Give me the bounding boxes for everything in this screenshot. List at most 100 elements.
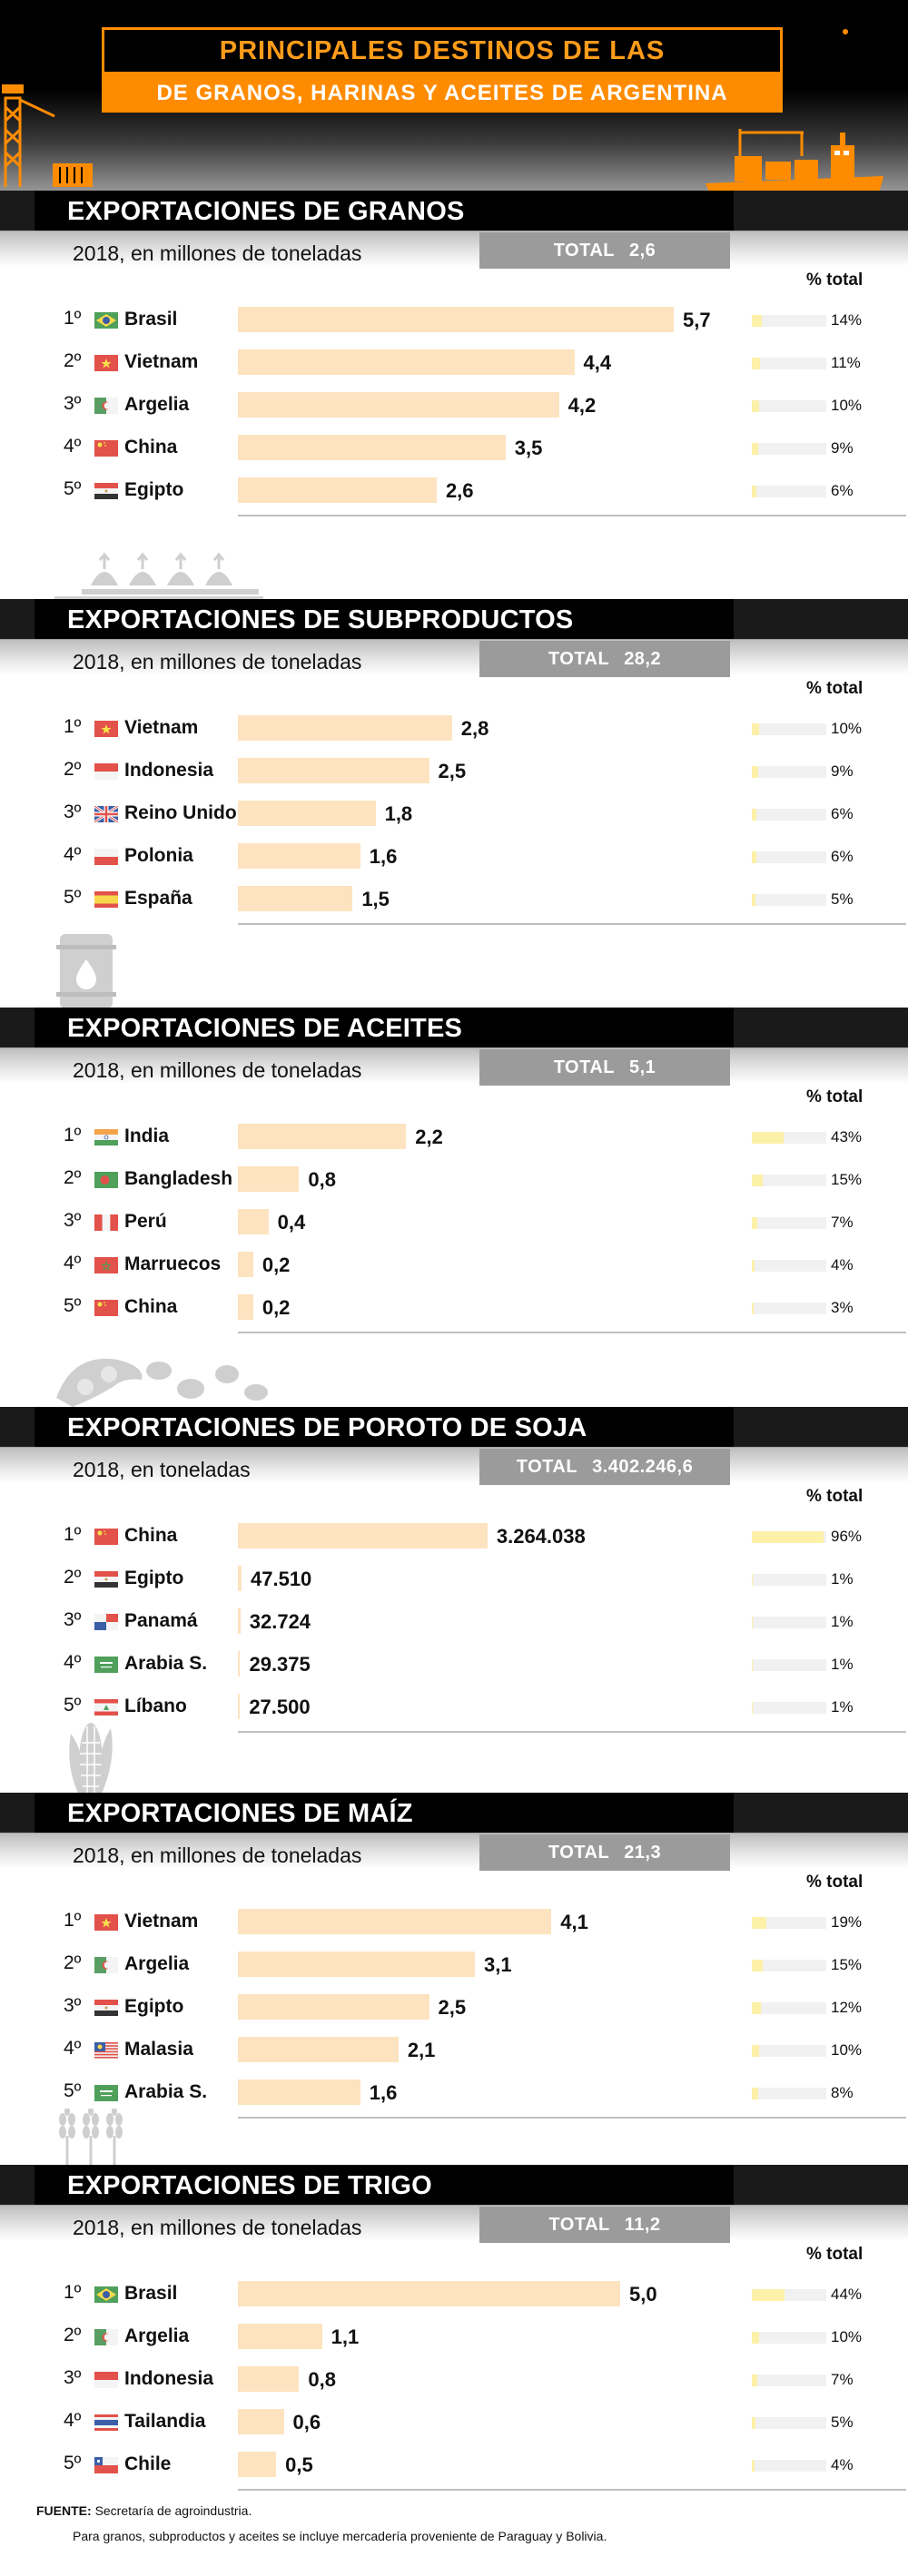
percent-label: 1% xyxy=(831,1570,854,1588)
rank-label: 3º xyxy=(64,1995,82,2016)
country-label: Argelia xyxy=(124,2325,190,2346)
chart-row: 2º Egipto 47.510 1% xyxy=(0,1558,908,1601)
percent-bar xyxy=(752,2374,757,2386)
section-title: EXPORTACIONES DE SUBPRODUCTOS xyxy=(35,599,734,639)
bar-value-label: 4,2 xyxy=(568,394,597,417)
percent-track xyxy=(752,851,826,863)
country-label: Panamá xyxy=(124,1610,198,1631)
lebanon-flag-icon xyxy=(94,1699,118,1716)
percent-bar xyxy=(752,2417,756,2429)
country-label: China xyxy=(124,437,178,457)
percent-track xyxy=(752,315,826,327)
country-label: Malasia xyxy=(124,2039,193,2060)
bar-value-label: 0,5 xyxy=(285,2453,313,2476)
chart-section-4: EXPORTACIONES DE POROTO DE SOJA 2018, en … xyxy=(0,1358,908,1788)
percent-track xyxy=(752,443,826,455)
chart-row: 1º Vietnam 4,1 19% xyxy=(0,1902,908,1944)
source-label: FUENTE: xyxy=(36,2503,92,2518)
percent-bar xyxy=(752,1960,764,1971)
country-label: Arabia S. xyxy=(124,2081,208,2102)
poland-flag-icon xyxy=(94,849,118,865)
bar xyxy=(238,435,506,460)
percent-label: 10% xyxy=(831,2041,863,2059)
percent-label: 12% xyxy=(831,1999,863,2016)
total-badge: TOTAL 3.402.246,6 xyxy=(479,1449,730,1485)
country-label: Brasil xyxy=(124,309,178,329)
rank-label: 1º xyxy=(64,308,82,329)
percent-label: 9% xyxy=(831,762,854,780)
saudi-flag-icon xyxy=(94,1657,118,1673)
chart-section-2: EXPORTACIONES DE SUBPRODUCTOS 2018, en mi… xyxy=(0,552,908,980)
rank-label: 5º xyxy=(64,2453,82,2473)
percent-header: % total xyxy=(806,270,864,290)
rank-label: 2º xyxy=(64,350,82,371)
country-label: Chile xyxy=(124,2453,172,2474)
chart-row: 4º Malasia 2,1 10% xyxy=(0,2030,908,2072)
percent-header: % total xyxy=(806,679,864,698)
chart-row: 4º Arabia S. 29.375 1% xyxy=(0,1644,908,1686)
soybean-icon xyxy=(54,1343,272,1421)
bar xyxy=(238,2079,360,2105)
section-subtitle: 2018, en millones de toneladas xyxy=(73,1058,362,1082)
percent-track xyxy=(752,1960,826,1971)
bar xyxy=(238,1566,242,1591)
percent-track xyxy=(752,1574,826,1586)
vietnam-flag-icon xyxy=(94,355,118,371)
footer-note: Para granos, subproductos y aceites se i… xyxy=(73,2529,607,2543)
bar-value-label: 0,4 xyxy=(277,1211,306,1234)
chart-row: 1º Vietnam 2,8 10% xyxy=(0,708,908,751)
percent-label: 6% xyxy=(831,805,854,822)
brazil-flag-icon xyxy=(94,2286,118,2303)
country-label: Arabia S. xyxy=(124,1653,208,1674)
oil-barrel-icon-graphic xyxy=(56,934,116,1008)
percent-bar xyxy=(752,851,756,863)
rank-label: 2º xyxy=(64,1952,82,1973)
china-flag-icon xyxy=(94,1529,118,1545)
bar-value-label: 32.724 xyxy=(249,1610,311,1633)
bar-value-label: 2,2 xyxy=(415,1126,443,1148)
chart-row: 2º Argelia 1,1 10% xyxy=(0,2316,908,2359)
total-value: 11,2 xyxy=(624,2215,661,2235)
section-subtitle: 2018, en millones de toneladas xyxy=(73,650,362,673)
total-value: 21,3 xyxy=(624,1843,662,1863)
percent-label: 7% xyxy=(831,1214,854,1231)
brazil-flag-icon xyxy=(94,312,118,329)
total-badge: TOTAL 28,2 xyxy=(479,641,730,677)
percent-bar xyxy=(752,400,760,412)
bar xyxy=(238,1523,488,1549)
wheat-icon xyxy=(54,2107,127,2186)
rank-label: 3º xyxy=(64,393,82,414)
bar xyxy=(238,477,437,503)
percent-label: 3% xyxy=(831,1299,854,1316)
chart-section-3: EXPORTACIONES DE ACEITES 2018, en millone… xyxy=(0,934,908,1389)
wheat-icon-graphic xyxy=(59,2107,123,2179)
percent-track xyxy=(752,2289,826,2301)
percent-label: 5% xyxy=(831,2414,854,2431)
section-title: EXPORTACIONES DE GRANOS xyxy=(35,191,734,231)
percent-header: % total xyxy=(806,2245,864,2264)
bar-value-label: 2,5 xyxy=(438,760,467,782)
percent-track xyxy=(752,1617,826,1628)
country-label: Indonesia xyxy=(124,2368,214,2389)
percent-bar xyxy=(752,486,756,497)
country-label: Bangladesh xyxy=(124,1168,233,1189)
bar xyxy=(238,1694,241,1719)
section-title: EXPORTACIONES DE MAÍZ xyxy=(35,1793,734,1833)
rank-label: 1º xyxy=(64,2282,82,2303)
port-crane-icon xyxy=(2,84,93,187)
rank-label: 5º xyxy=(64,2080,82,2101)
bar xyxy=(238,2037,399,2062)
morocco-flag-icon xyxy=(94,1257,118,1273)
section-subtitle: 2018, en millones de toneladas xyxy=(73,1844,362,1867)
chart-row: 2º Bangladesh 0,8 15% xyxy=(0,1159,908,1202)
percent-track xyxy=(752,894,826,906)
chart-row: 2º Argelia 3,1 15% xyxy=(0,1944,908,1987)
percent-bar xyxy=(752,1574,753,1586)
percent-bar xyxy=(752,2289,785,2301)
bar xyxy=(238,1209,269,1234)
percent-bar xyxy=(752,723,760,735)
algeria-flag-icon xyxy=(94,1957,118,1973)
chart-row: 5º Egipto 2,6 6% xyxy=(0,470,908,513)
section-title: EXPORTACIONES DE POROTO DE SOJA xyxy=(35,1407,734,1447)
percent-track xyxy=(752,1917,826,1929)
